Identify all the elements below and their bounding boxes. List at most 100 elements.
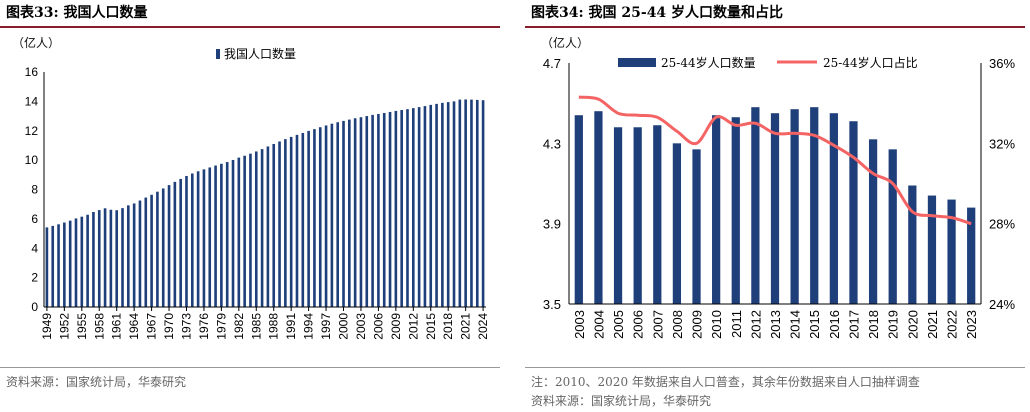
population-bar — [144, 197, 148, 307]
population-bar — [353, 118, 357, 307]
x-tick-label: 2003 — [354, 313, 368, 340]
population-bar — [481, 100, 485, 307]
population-bar — [260, 149, 264, 307]
y-unit-label: （亿人） — [12, 36, 61, 50]
y-right-tick-label: 32% — [989, 136, 1015, 151]
population-bar — [301, 132, 305, 307]
x-tick-label: 1991 — [284, 313, 298, 340]
population-bar — [86, 214, 89, 307]
x-tick-label: 1967 — [145, 313, 159, 340]
population-bar — [406, 109, 409, 307]
x-tick-label: 2011 — [729, 310, 744, 338]
population-bar — [190, 173, 194, 307]
population-bar — [435, 103, 438, 307]
population-bar — [80, 216, 84, 307]
population-bar — [74, 218, 78, 307]
y-tick-label: 0 — [31, 300, 38, 314]
population-bar — [103, 208, 107, 307]
x-tick-label: 2020 — [905, 310, 920, 339]
x-tick-label: 2017 — [846, 310, 861, 339]
population-bar — [92, 211, 95, 307]
age-25-44-count-bar — [731, 117, 740, 304]
population-bar — [417, 107, 421, 308]
x-tick-label: 1997 — [319, 313, 333, 340]
population-bar — [441, 102, 444, 307]
population-bar — [167, 185, 171, 307]
age-25-44-count-bar — [653, 125, 662, 304]
x-tick-label: 1985 — [249, 313, 263, 340]
source-rule — [0, 367, 500, 368]
population-bar — [313, 129, 316, 307]
population-bar — [284, 139, 287, 307]
x-tick-label: 1982 — [232, 313, 246, 340]
population-bar — [330, 123, 334, 307]
x-tick-label: 2009 — [389, 313, 403, 340]
x-tick-label: 2003 — [572, 310, 587, 339]
population-bar — [475, 99, 479, 307]
source-rule — [525, 367, 1025, 368]
population-bar — [249, 153, 252, 307]
population-bar — [196, 171, 200, 307]
population-bar — [348, 119, 351, 308]
x-tick-label: 1973 — [179, 313, 193, 340]
population-bar — [446, 102, 450, 307]
legend-label-bars: 25-44岁人口数量 — [661, 55, 756, 70]
figure-title: 图表33: 我国人口数量 — [6, 5, 148, 21]
x-tick-label: 2007 — [650, 310, 665, 339]
population-bar — [150, 194, 153, 307]
x-tick-label: 2013 — [768, 310, 783, 339]
age-25-44-count-bar — [868, 139, 878, 304]
population-bar — [377, 114, 380, 307]
age-25-44-count-bar — [810, 107, 819, 304]
x-tick-label: 2010 — [709, 310, 724, 339]
x-tick-label: 1958 — [92, 313, 106, 340]
x-tick-label: 2016 — [827, 310, 842, 339]
x-tick-label: 2008 — [670, 310, 685, 339]
x-tick-label: 2004 — [591, 310, 606, 339]
title-rule — [525, 26, 1025, 28]
population-bar — [452, 101, 456, 307]
population-bar — [411, 108, 415, 307]
y-unit-label: （亿人） — [541, 36, 590, 50]
source-text: 资料来源：国家统计局，华泰研究 — [531, 394, 712, 408]
x-tick-label: 1949 — [40, 313, 54, 340]
population-bar — [464, 99, 467, 307]
population-bar — [45, 227, 49, 307]
y-tick-label: 14 — [25, 94, 39, 108]
population-bar — [202, 169, 206, 307]
age-25-44-count-bar — [613, 127, 623, 305]
age-25-44-count-bar — [633, 127, 642, 305]
population-bar — [156, 191, 159, 307]
age-25-44-combo-chart: 3.5 3.9 4.3 4.7 24% 28% 32% 36% 2003 2004 2005 2006… — [543, 55, 1016, 339]
population-bar — [51, 225, 55, 307]
x-tick-label: 1979 — [214, 313, 228, 340]
population-bar — [68, 220, 72, 307]
x-tick-label: 1964 — [127, 313, 141, 340]
population-bar — [179, 178, 182, 307]
legend-label-line: 25-44岁人口占比 — [823, 55, 918, 70]
title-rule — [0, 26, 500, 28]
population-panel: 图表33: 我国人口数量 （亿人） 0 2 4 6 8 10 12 14 16 1949 1952 1… — [0, 0, 505, 412]
age-25-44-count-bar — [947, 199, 956, 304]
population-bar — [127, 205, 130, 307]
population-bar — [97, 210, 101, 307]
age-25-44-count-bar — [908, 185, 917, 304]
x-tick-label: 2021 — [459, 313, 473, 340]
age-25-44-share-line — [578, 95, 972, 226]
age-25-44-count-bar — [574, 115, 583, 304]
population-bar — [173, 181, 177, 307]
x-tick-label: 2021 — [925, 310, 940, 339]
population-bar — [394, 110, 398, 307]
x-tick-label: 2005 — [611, 310, 626, 339]
y-tick-label: 12 — [25, 124, 39, 138]
x-tick-label: 2012 — [748, 310, 763, 339]
y-tick-label: 10 — [25, 153, 39, 167]
age-25-44-count-bar — [751, 107, 760, 304]
legend: 25-44岁人口数量 25-44岁人口占比 — [618, 55, 918, 70]
source-text: 资料来源：国家统计局，华泰研究 — [6, 375, 187, 389]
population-bar — [208, 167, 212, 307]
population-bar — [382, 112, 386, 308]
y-tick-label: 8 — [31, 183, 38, 197]
population-bar — [231, 159, 235, 307]
population-bar — [220, 163, 223, 307]
